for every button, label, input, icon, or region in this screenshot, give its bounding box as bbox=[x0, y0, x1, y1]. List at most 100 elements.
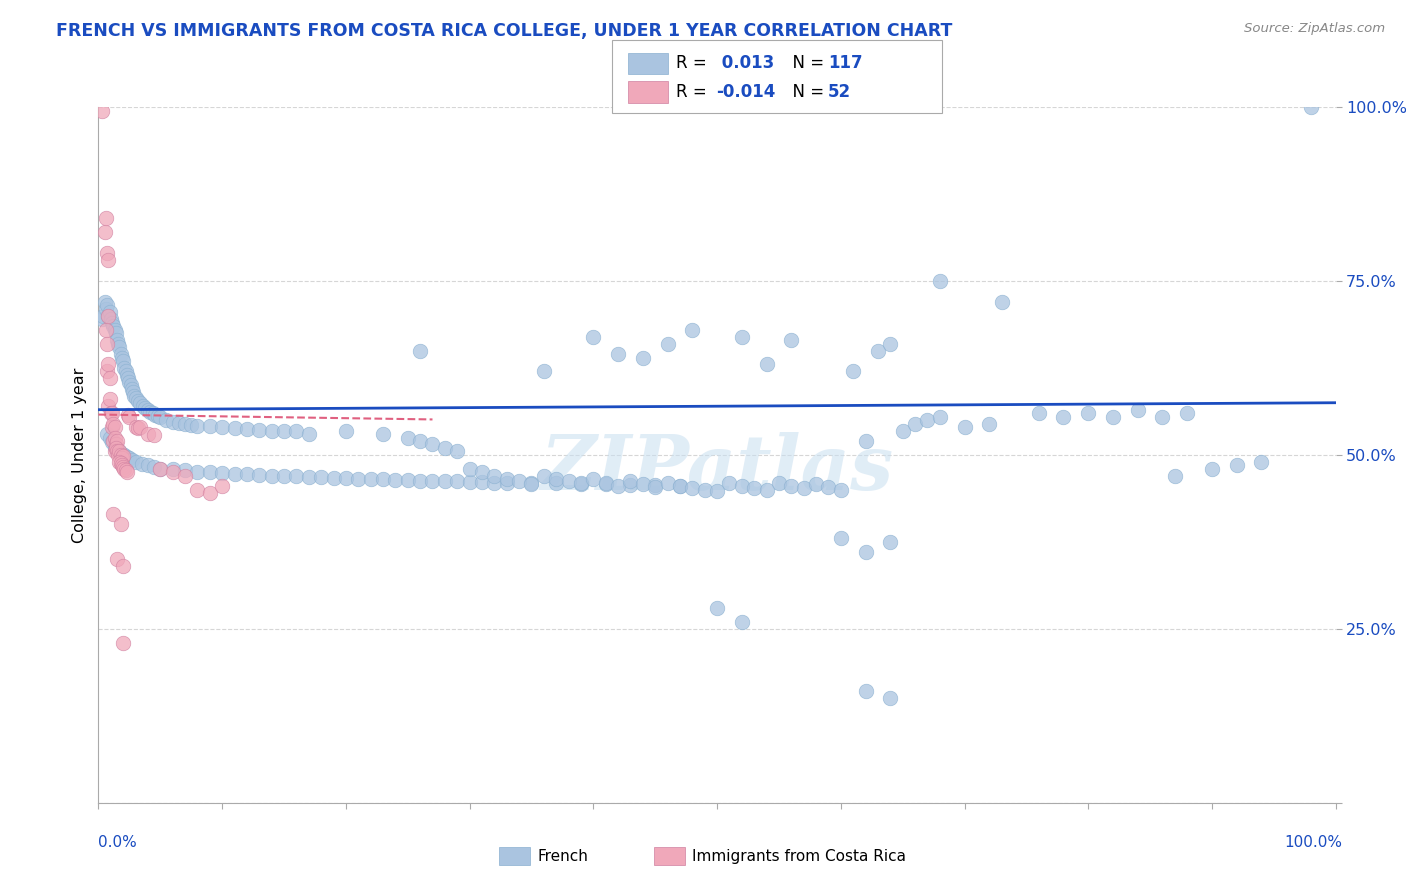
Point bbox=[136, 427, 159, 442]
Point bbox=[91, 312, 114, 326]
Point bbox=[780, 333, 803, 347]
Point bbox=[273, 424, 295, 438]
Point bbox=[110, 448, 132, 462]
Point bbox=[101, 406, 124, 420]
Point bbox=[1052, 409, 1074, 424]
Point bbox=[112, 360, 135, 375]
Point bbox=[122, 385, 145, 400]
Point bbox=[953, 420, 976, 434]
Point bbox=[298, 427, 321, 442]
Point bbox=[103, 417, 125, 431]
Point bbox=[669, 478, 692, 492]
Point bbox=[104, 326, 127, 340]
Point bbox=[508, 475, 530, 489]
Text: ZIPatlas: ZIPatlas bbox=[540, 432, 894, 506]
Point bbox=[110, 517, 132, 532]
Point bbox=[180, 417, 202, 432]
Point bbox=[103, 434, 125, 448]
Point bbox=[97, 309, 120, 323]
Point bbox=[706, 484, 728, 499]
Point bbox=[446, 444, 468, 458]
Point bbox=[112, 450, 135, 464]
Point bbox=[114, 364, 136, 378]
Point bbox=[273, 468, 295, 483]
Point bbox=[804, 477, 827, 491]
Point bbox=[97, 358, 120, 372]
Point bbox=[143, 459, 166, 474]
Point bbox=[360, 472, 382, 486]
Point bbox=[335, 424, 357, 438]
Point bbox=[198, 466, 221, 480]
Point bbox=[495, 475, 517, 490]
Point bbox=[162, 415, 184, 429]
Point bbox=[1152, 409, 1174, 424]
Point bbox=[904, 417, 927, 431]
Point bbox=[103, 420, 125, 434]
Point bbox=[260, 424, 283, 438]
Point bbox=[115, 450, 138, 464]
Point bbox=[96, 336, 118, 351]
Point bbox=[260, 468, 283, 483]
Point bbox=[979, 417, 1001, 431]
Point bbox=[98, 305, 121, 319]
Point bbox=[595, 475, 617, 490]
Point bbox=[120, 378, 142, 392]
Point bbox=[520, 477, 543, 491]
Point bbox=[569, 475, 592, 490]
Point bbox=[631, 477, 654, 491]
Point bbox=[446, 475, 468, 489]
Point bbox=[433, 475, 456, 489]
Point bbox=[780, 478, 803, 492]
Point bbox=[155, 413, 177, 427]
Point bbox=[928, 274, 950, 288]
Point bbox=[104, 437, 127, 451]
Point bbox=[143, 408, 166, 422]
Point bbox=[118, 451, 141, 466]
Point bbox=[471, 466, 494, 480]
Point bbox=[298, 470, 321, 484]
Point bbox=[108, 455, 131, 469]
Point bbox=[132, 399, 155, 413]
Point bbox=[186, 483, 208, 497]
Point bbox=[211, 420, 233, 434]
Text: FRENCH VS IMMIGRANTS FROM COSTA RICA COLLEGE, UNDER 1 YEAR CORRELATION CHART: FRENCH VS IMMIGRANTS FROM COSTA RICA COL… bbox=[56, 22, 953, 40]
Point bbox=[731, 329, 754, 343]
Point bbox=[879, 691, 901, 706]
Point bbox=[546, 472, 568, 486]
Point bbox=[112, 462, 135, 476]
Text: R =: R = bbox=[676, 83, 713, 101]
Text: 0.013: 0.013 bbox=[716, 54, 773, 72]
Point bbox=[433, 441, 456, 455]
Point bbox=[484, 468, 506, 483]
Point bbox=[681, 481, 703, 495]
Point bbox=[96, 246, 118, 260]
Point bbox=[100, 312, 122, 326]
Point bbox=[866, 343, 889, 358]
Point bbox=[1175, 406, 1198, 420]
Point bbox=[107, 448, 129, 462]
Point bbox=[121, 382, 143, 396]
Text: Immigrants from Costa Rica: Immigrants from Costa Rica bbox=[692, 849, 905, 863]
Point bbox=[657, 475, 679, 490]
Point bbox=[396, 473, 419, 487]
Point bbox=[103, 444, 125, 458]
Point bbox=[817, 480, 839, 494]
Text: R =: R = bbox=[676, 54, 713, 72]
Point bbox=[1028, 406, 1050, 420]
Point bbox=[118, 375, 141, 389]
Point bbox=[149, 462, 172, 476]
Point bbox=[669, 478, 692, 492]
Point bbox=[174, 417, 197, 431]
Point bbox=[100, 406, 122, 420]
Point bbox=[129, 396, 152, 410]
Point bbox=[103, 440, 125, 454]
Point bbox=[112, 636, 135, 650]
Point bbox=[631, 351, 654, 365]
Point bbox=[124, 420, 146, 434]
Point bbox=[718, 475, 741, 490]
Point bbox=[1299, 100, 1322, 114]
Point bbox=[103, 431, 125, 445]
Point bbox=[131, 457, 153, 471]
Point bbox=[97, 253, 120, 268]
Point bbox=[1250, 455, 1272, 469]
